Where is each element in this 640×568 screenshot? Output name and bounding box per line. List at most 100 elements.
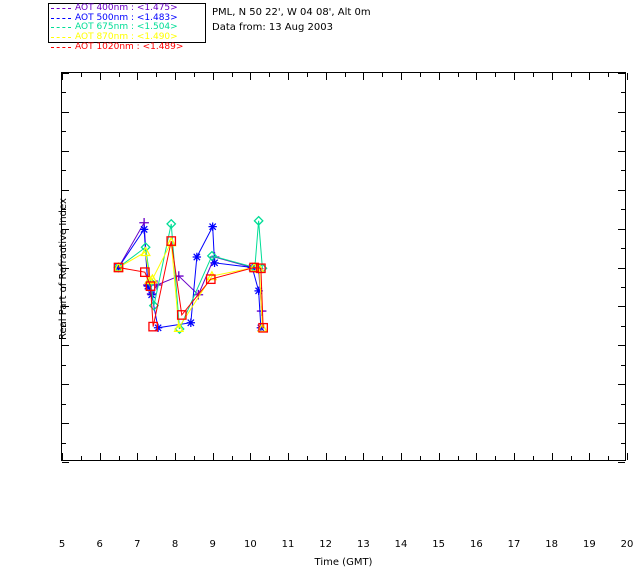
x-tick-minor bbox=[382, 73, 384, 77]
series-line bbox=[118, 220, 263, 330]
series-aot-1020nm bbox=[113, 236, 268, 333]
x-tick-mark bbox=[514, 73, 515, 80]
x-tick-mark bbox=[325, 453, 327, 460]
x-tick-mark bbox=[589, 453, 591, 460]
data-point-marker-asterisk bbox=[210, 258, 219, 268]
y-tick-mark bbox=[62, 111, 69, 113]
x-tick-mark bbox=[438, 73, 440, 80]
series-aot-500nm bbox=[114, 222, 266, 332]
x-tick-minor bbox=[269, 73, 271, 77]
x-tick-mark bbox=[627, 453, 628, 460]
x-tick-mark bbox=[175, 453, 176, 460]
y-tick-mark bbox=[62, 267, 69, 269]
x-tick-minor bbox=[457, 456, 459, 460]
x-tick-minor bbox=[570, 73, 572, 77]
x-tick-minor bbox=[231, 73, 233, 77]
y-tick-mark bbox=[618, 73, 625, 74]
data-series-layer bbox=[113, 215, 268, 335]
plot-area: Real Part of Refractive Index Time (GMT)… bbox=[58, 72, 633, 568]
y-axis-title: Real Part of Refractive Index bbox=[58, 198, 69, 340]
y-tick-mark bbox=[618, 111, 625, 113]
y-tick-minor bbox=[621, 403, 625, 405]
x-tick-label: 18 bbox=[545, 539, 559, 550]
x-tick-minor bbox=[532, 73, 534, 77]
legend-label-675nm: AOT 675nm : <1.504> bbox=[75, 22, 178, 33]
y-tick-mark bbox=[62, 150, 69, 152]
legend-box bbox=[48, 3, 206, 43]
x-tick-minor bbox=[193, 73, 195, 77]
x-tick-mark bbox=[627, 73, 628, 80]
y-tick-minor bbox=[62, 92, 66, 94]
x-tick-mark bbox=[137, 73, 139, 80]
x-tick-label: 7 bbox=[134, 539, 141, 550]
y-tick-minor bbox=[621, 170, 625, 172]
x-tick-mark bbox=[363, 73, 365, 80]
x-tick-mark bbox=[551, 453, 553, 460]
x-tick-mark bbox=[137, 453, 139, 460]
x-tick-label: 20 bbox=[620, 539, 634, 550]
data-point-marker-asterisk bbox=[153, 323, 163, 332]
y-tick-minor bbox=[62, 209, 66, 211]
data-point-marker-square bbox=[205, 274, 216, 285]
data-point-marker-diamond bbox=[166, 218, 177, 230]
x-tick-label: 15 bbox=[432, 539, 446, 550]
x-tick-mark bbox=[288, 453, 289, 460]
x-tick-minor bbox=[156, 73, 158, 77]
legend-label-400nm: AOT 400nm : <1.475> bbox=[75, 3, 178, 14]
y-tick-minor bbox=[621, 442, 625, 444]
y-tick-mark bbox=[618, 189, 625, 191]
y-tick-mark bbox=[62, 462, 69, 463]
data-point-marker-square bbox=[256, 263, 266, 274]
y-tick-minor bbox=[62, 364, 66, 366]
legend-item-500nm: AOT 500nm : <1.483> bbox=[49, 12, 205, 24]
x-tick-minor bbox=[382, 456, 384, 460]
data-point-marker-asterisk bbox=[139, 225, 149, 234]
x-tick-minor bbox=[193, 456, 195, 460]
x-tick-label: 13 bbox=[356, 539, 370, 550]
y-tick-mark bbox=[618, 150, 625, 152]
y-tick-mark bbox=[618, 462, 625, 463]
x-tick-label: 17 bbox=[507, 539, 521, 550]
data-point-marker-square bbox=[145, 281, 156, 292]
legend: AOT 400nm : <1.475> AOT 500nm : <1.483> AO… bbox=[49, 4, 205, 52]
data-point-marker-square bbox=[166, 236, 177, 246]
x-tick-mark bbox=[250, 453, 252, 460]
x-tick-mark bbox=[99, 73, 101, 80]
data-point-marker-diamond bbox=[253, 215, 264, 226]
data-date-line: Data from: 13 Aug 2003 bbox=[212, 22, 333, 33]
y-tick-minor bbox=[62, 286, 66, 288]
x-axis-title: Time (GMT) bbox=[314, 557, 373, 568]
data-point-marker-square bbox=[176, 310, 187, 320]
series-line bbox=[118, 240, 264, 328]
x-tick-minor bbox=[344, 73, 346, 77]
y-tick-minor bbox=[62, 442, 66, 444]
y-tick-mark bbox=[62, 345, 69, 347]
y-tick-minor bbox=[621, 286, 625, 288]
data-point-marker-square bbox=[148, 321, 159, 332]
x-tick-label: 11 bbox=[281, 539, 295, 550]
data-point-marker-diamond bbox=[206, 250, 218, 261]
x-tick-minor bbox=[570, 456, 572, 460]
y-tick-mark bbox=[62, 228, 69, 230]
x-tick-label: 5 bbox=[58, 539, 66, 550]
x-tick-mark bbox=[250, 73, 252, 80]
y-tick-minor bbox=[621, 248, 625, 250]
y-tick-minor bbox=[621, 131, 625, 133]
y-tick-mark bbox=[618, 384, 625, 386]
x-tick-minor bbox=[306, 456, 308, 460]
data-point-marker-square bbox=[113, 262, 124, 273]
data-point-marker-asterisk bbox=[256, 323, 266, 332]
legend-label-500nm: AOT 500nm : <1.483> bbox=[75, 12, 178, 23]
x-tick-mark bbox=[62, 453, 63, 460]
x-tick-mark bbox=[438, 453, 440, 460]
legend-label-1020nm: AOT 1020nm : <1.489> bbox=[75, 41, 184, 52]
data-point-marker-triangle bbox=[173, 322, 185, 333]
x-tick-label: 8 bbox=[171, 539, 179, 550]
x-tick-minor bbox=[495, 73, 497, 77]
y-tick-mark bbox=[62, 384, 69, 386]
y-tick-mark bbox=[62, 423, 69, 425]
x-tick-minor bbox=[532, 456, 534, 460]
y-tick-mark bbox=[62, 73, 69, 74]
x-tick-minor bbox=[118, 456, 120, 460]
y-tick-minor bbox=[62, 248, 66, 250]
